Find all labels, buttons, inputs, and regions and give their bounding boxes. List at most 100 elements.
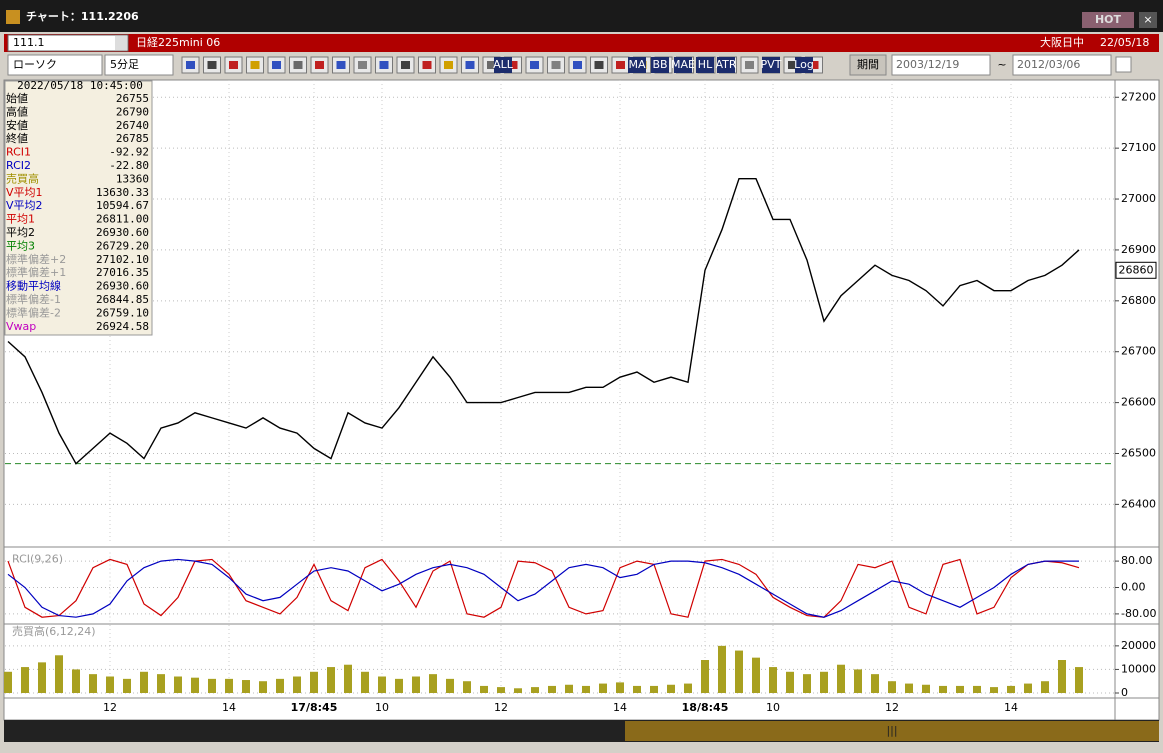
volume-bar [667,684,675,693]
y-tick-label: 27200 [1121,90,1156,103]
icon-label-bg [696,57,714,73]
info-panel [4,80,153,336]
x-tick-label: 17/8:45 [291,701,338,714]
code-dropdown[interactable] [7,34,129,52]
volume-bar [157,674,165,693]
volume-bar [1058,660,1066,693]
toolbar-icons: ALL MA BB MAE HL ATR PVT Log [181,56,823,74]
icon-glyph [573,61,582,69]
y-tick-label: 26600 [1121,396,1156,409]
x-tick-label: 14 [222,701,236,714]
volume-bar [412,676,420,693]
icon-glyph [616,61,625,69]
volume-bar [582,685,590,693]
from-date: 2003/12/19 [896,58,959,71]
info-value: 26759.10 [96,306,149,319]
volume-bar [854,669,862,693]
y-tick-label: 26400 [1121,497,1156,510]
icon-label-bg [762,57,780,73]
volume-bar [701,660,709,693]
volume-bar [548,685,556,693]
icon-label-bg [674,57,692,73]
icon-glyph [293,61,303,69]
volume-bar [599,683,607,693]
info-label: 標準偏差-2 [6,305,61,319]
volume-bar [225,678,233,693]
icon-glyph [809,61,819,69]
info-label: 安値 [6,118,28,132]
volume-panel: 0 10000 20000 売買高(6,12,24) 12 14 17/8:45 10 12 14… [4,624,1156,714]
volume-bar [344,664,352,693]
period-button[interactable] [849,54,887,76]
info-value: 26729.20 [96,239,149,252]
x-tick-label: 12 [494,701,508,714]
hot-button[interactable] [1082,12,1134,28]
volume-bar [990,687,998,693]
volume-bar [429,674,437,693]
volume-bar [21,667,29,693]
symbol-name: 日経225mini 06 [136,36,220,49]
volume-bar [616,682,624,693]
volume-bar [1024,683,1032,693]
info-label: V平均2 [6,199,43,212]
series-line [7,177,1080,465]
volume-bar [973,685,981,693]
x-tick-label: 12 [885,701,899,714]
volume-bar [820,671,828,693]
volume-bar [106,676,114,693]
info-value: 26930.60 [96,280,149,293]
hot-label: HOT [1095,13,1122,26]
scroll-thumb[interactable] [625,721,1159,741]
info-label: RCI2 [6,159,31,172]
period-label: 期間 [857,58,879,71]
volume-bar [4,671,12,693]
volume-bar [939,685,947,693]
volume-bar [123,678,131,693]
info-label: 平均3 [6,239,35,252]
price-panel: 26400 26500 26600 26700 26800 26900 27000 27100… [5,80,1157,543]
y-tick-label: 26700 [1121,345,1156,358]
info-value: 26755 [116,92,149,105]
icon-glyph [401,61,410,69]
volume-bar [514,688,522,693]
volume-bar [922,684,930,693]
info-value: 26930.60 [96,226,149,239]
volume-bar [871,674,879,693]
volume-bar [1041,681,1049,693]
info-label: 始値 [6,91,28,105]
info-label: 平均2 [6,226,35,239]
icon-glyph [315,61,324,69]
volume-bar [786,671,794,693]
x-tick-label: 10 [766,701,780,714]
series-line [7,558,1080,618]
x-tick-label: 14 [613,701,627,714]
scroll-grip: ||| [886,724,897,737]
volume-bar [803,674,811,693]
icon-glyph [551,61,561,69]
info-value: 26785 [116,132,149,145]
icon-glyph [422,61,432,69]
info-label: 移動平均線 [6,279,61,293]
date: 22/05/18 [1100,36,1149,49]
volume-bar [55,655,63,693]
interval-dropdown[interactable] [104,54,174,76]
from-date-box[interactable] [891,54,991,76]
info-label: 標準偏差+1 [6,265,66,279]
info-value: 27016.35 [96,266,149,279]
checkbox[interactable] [1115,56,1132,73]
volume-bar [837,664,845,693]
volume-bar [259,681,267,693]
icon-glyph [745,61,754,69]
icon-label: MAE [671,58,695,71]
close-icon: × [1143,13,1152,26]
volume-bar [1075,667,1083,693]
volume-bar [395,678,403,693]
volume-bar [905,683,913,693]
to-date-box[interactable] [1012,54,1112,76]
close-button[interactable] [1139,12,1157,28]
volume-bar [633,685,641,693]
chart-type-dropdown[interactable] [7,54,103,76]
icon-label: BB [652,58,667,71]
y-tick-label: 26500 [1121,446,1156,459]
